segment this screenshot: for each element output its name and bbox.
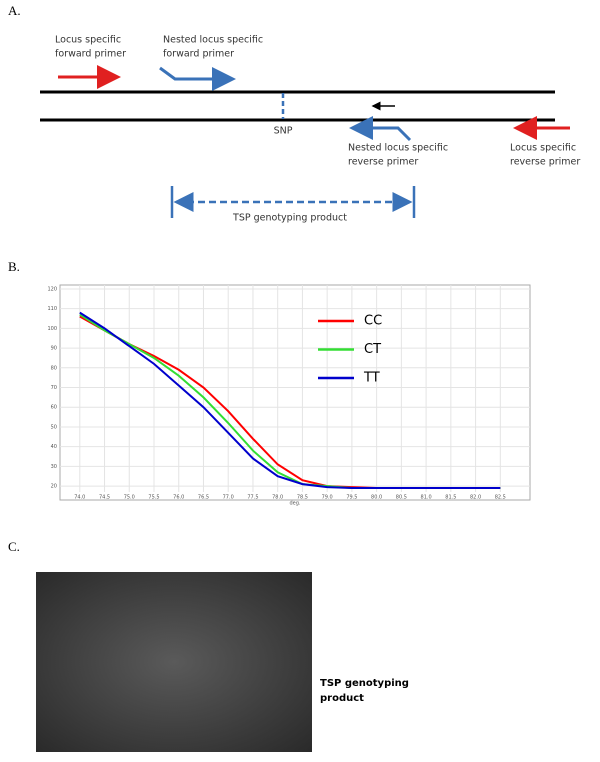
x-tick-label: 81.0 [421,495,432,501]
x-tick-label: 81.5 [445,495,456,501]
y-tick-label: 100 [47,326,57,332]
x-tick-label: 82.0 [470,495,481,501]
x-tick-label: 79.0 [322,495,333,501]
panel-label: C. [8,539,20,554]
primer-label: Locus specific [55,35,121,46]
y-tick-label: 40 [51,444,57,450]
primer-label: reverse primer [348,157,418,168]
panel-a: A. Locus specific forward primer Nested … [8,3,580,224]
y-tick-label: 30 [51,464,57,470]
x-tick-label: 76.5 [198,495,209,501]
legend-label: CT [364,342,381,357]
x-tick-label: 75.0 [124,495,135,501]
x-tick-label: 77.5 [247,495,258,501]
x-tick-label: 78.0 [272,495,283,501]
product-label: TSP genotyping [320,678,409,689]
melt-chart: 20 30 40 50 60 70 80 90 100 110 120 74.0 74.5 75.0 75.… [47,285,530,507]
primer-label: Locus specific [510,143,576,154]
x-tick-label: 80.5 [396,495,407,501]
melt-curve [79,311,501,490]
product-label: TSP genotyping product [232,213,347,224]
plot-area [59,284,531,501]
primer-label: Nested locus specific [348,143,448,154]
x-tick-label: 80.0 [371,495,382,501]
x-tick-label: 79.5 [346,495,357,501]
x-tick-label: 74.0 [74,495,85,501]
panel-label: B. [8,259,20,274]
x-tick-label: 76.0 [173,495,184,501]
x-tick-label: 75.5 [148,495,159,501]
primer-label: forward primer [55,49,126,60]
x-tick-label: 77.0 [223,495,234,501]
legend-label: CC [364,314,382,329]
primer-label: reverse primer [510,157,580,168]
y-tick-label: 50 [51,424,57,430]
y-tick-label: 110 [47,306,57,312]
x-tick-label: 74.5 [99,495,110,501]
x-axis-label: deg. [289,501,300,507]
nested-forward-arrow [159,66,236,91]
y-tick-label: 90 [51,346,57,352]
gel-image [36,572,312,752]
primer-label: Nested locus specific [163,35,263,46]
legend-label: TT [363,371,380,386]
panel-c: C. TSP genotyping product [8,539,409,752]
nested-reverse-arrow [349,116,412,142]
y-tick-label: 70 [51,385,57,391]
y-tick-label: 20 [51,484,57,490]
y-tick-label: 120 [47,286,57,292]
x-tick-label: 82.5 [495,495,506,501]
y-tick-label: 80 [51,365,57,371]
x-tick-label: 78.5 [297,495,308,501]
y-tick-label: 60 [51,405,57,411]
snp-label: SNP [274,126,293,137]
primer-label: forward primer [163,49,234,60]
panel-label: A. [8,3,21,18]
product-label: product [320,693,364,704]
